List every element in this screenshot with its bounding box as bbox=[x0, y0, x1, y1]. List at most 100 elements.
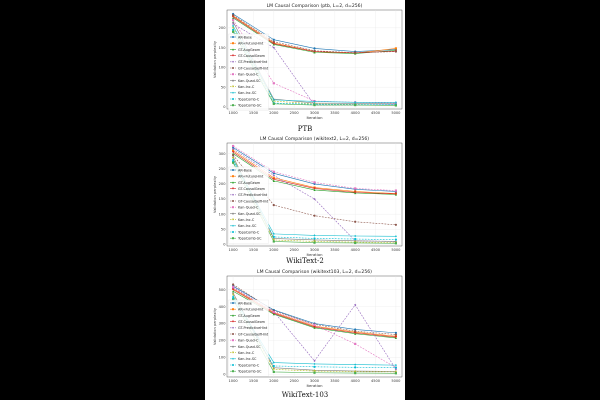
legend-entry: GT-PredictiveHint bbox=[238, 193, 268, 197]
legend-swatch-marker bbox=[232, 79, 234, 82]
legend-entry: GT-CausalGeom bbox=[238, 320, 266, 324]
data-point bbox=[394, 238, 397, 241]
legend-entry: TopoComb-C bbox=[237, 363, 260, 367]
y-tick-label: 250 bbox=[219, 167, 227, 171]
data-point bbox=[232, 288, 235, 291]
data-point bbox=[313, 362, 316, 366]
x-tick-label: 4000 bbox=[351, 248, 361, 252]
data-point bbox=[272, 204, 275, 207]
x-tick-label: 4000 bbox=[351, 379, 361, 383]
data-point bbox=[232, 30, 235, 33]
legend-entry: Kan-Quad-C bbox=[238, 206, 259, 210]
x-tick-label: 5000 bbox=[391, 111, 401, 115]
x-tick-label: 2500 bbox=[290, 379, 300, 383]
legend-entry: Kan-Inc-C bbox=[238, 218, 255, 222]
data-point bbox=[232, 144, 235, 148]
legend-entry: GT-CausalGeom bbox=[238, 187, 266, 191]
x-tick-label: 1500 bbox=[249, 248, 259, 252]
legend-entry: AR-Base bbox=[238, 301, 252, 305]
legend-swatch-marker bbox=[232, 200, 234, 202]
x-tick-label: 1000 bbox=[229, 379, 239, 383]
data-point bbox=[354, 51, 357, 54]
data-point bbox=[313, 371, 316, 374]
x-tick-label: 1500 bbox=[249, 379, 259, 383]
legend-entry: AR-Base bbox=[238, 168, 252, 172]
y-tick-label: 400 bbox=[219, 305, 227, 309]
legend-swatch-marker bbox=[232, 206, 234, 209]
legend: AR-Base AR+FutureHint GT-AugGeom GT-CausalG… bbox=[228, 299, 269, 377]
data-point bbox=[394, 366, 397, 369]
data-point bbox=[354, 328, 357, 331]
legend-swatch-marker bbox=[232, 308, 234, 311]
legend-entry: GT-AugGeom bbox=[238, 314, 261, 318]
legend-swatch-marker bbox=[232, 175, 234, 178]
data-point bbox=[394, 333, 397, 336]
data-point bbox=[272, 368, 275, 371]
legend: AR-Base AR+FutureHint GT-AugGeom GT-CausalG… bbox=[228, 166, 269, 244]
data-point bbox=[232, 154, 235, 157]
legend-swatch-marker bbox=[232, 48, 234, 51]
data-point bbox=[232, 293, 235, 296]
data-point bbox=[272, 366, 275, 369]
legend-swatch-marker bbox=[232, 212, 234, 215]
legend-swatch-marker bbox=[232, 351, 234, 354]
data-point bbox=[272, 38, 275, 41]
legend-entry: GT-CausalSelfHint bbox=[238, 199, 269, 203]
data-point bbox=[232, 158, 235, 161]
x-tick-label: 2000 bbox=[269, 248, 279, 252]
data-point bbox=[394, 192, 397, 195]
chart-title: LM Causal Comparison (ptb, L=2, d=256) bbox=[267, 3, 363, 9]
legend-entry: GT-PredictiveHint bbox=[238, 326, 268, 330]
x-tick-label: 5000 bbox=[391, 248, 401, 252]
data-point bbox=[272, 240, 275, 243]
data-point bbox=[313, 365, 316, 368]
figure-caption: WikiText-2 bbox=[286, 257, 324, 265]
legend-entry: TopoComb-C bbox=[237, 230, 260, 234]
legend-entry: Kan-Inc-C bbox=[238, 85, 255, 89]
legend-entry: Kan-Quad-SC bbox=[238, 212, 261, 216]
data-point bbox=[394, 223, 397, 226]
data-point bbox=[232, 150, 235, 154]
data-point bbox=[313, 187, 316, 190]
legend-entry: GT-CausalSelfHint bbox=[238, 66, 269, 70]
data-point bbox=[232, 20, 235, 23]
data-point bbox=[272, 82, 275, 85]
data-point bbox=[394, 189, 397, 192]
data-point bbox=[232, 283, 235, 286]
data-point bbox=[232, 296, 235, 300]
legend-entry: AR+FutureHint bbox=[238, 42, 264, 46]
legend-swatch-marker bbox=[232, 193, 234, 196]
legend-swatch-marker bbox=[232, 54, 234, 57]
data-point bbox=[354, 191, 357, 194]
data-point bbox=[394, 47, 397, 50]
data-point bbox=[313, 181, 316, 184]
legend-entry: GT-PredictiveHint bbox=[238, 60, 268, 64]
data-point bbox=[313, 237, 316, 240]
legend-entry: Kan-Quad-SC bbox=[238, 79, 261, 83]
x-tick-label: 1500 bbox=[249, 111, 259, 115]
data-point bbox=[232, 285, 235, 289]
data-point bbox=[272, 40, 275, 43]
x-axis-label: Iteration bbox=[306, 115, 323, 120]
x-tick-label: 3500 bbox=[330, 111, 340, 115]
chart-panel-1: LM Causal Comparison (ptb, L=2, d=256) 10… bbox=[213, 3, 403, 133]
data-point bbox=[272, 102, 275, 105]
legend-swatch-marker bbox=[232, 67, 234, 69]
chart-title: LM Causal Comparison (wikitext2, L=2, d=… bbox=[260, 136, 369, 142]
data-point bbox=[313, 240, 316, 243]
data-point bbox=[313, 49, 316, 52]
data-point bbox=[354, 241, 357, 245]
figure-canvas: LM Causal Comparison (ptb, L=2, d=256) 10… bbox=[213, 3, 403, 399]
x-axis-label: Iteration bbox=[306, 383, 323, 388]
legend-swatch-marker bbox=[232, 237, 234, 240]
legend-entry: Kan-Quad-C bbox=[238, 339, 259, 343]
data-point bbox=[313, 241, 316, 244]
data-point bbox=[272, 99, 275, 103]
data-point bbox=[232, 18, 235, 21]
data-point bbox=[232, 15, 235, 18]
y-tick-label: 200 bbox=[219, 182, 227, 186]
legend-swatch-marker bbox=[232, 302, 234, 304]
legend-entry: TopoComb-C bbox=[237, 97, 260, 101]
data-point bbox=[272, 170, 275, 173]
data-point bbox=[272, 235, 275, 239]
